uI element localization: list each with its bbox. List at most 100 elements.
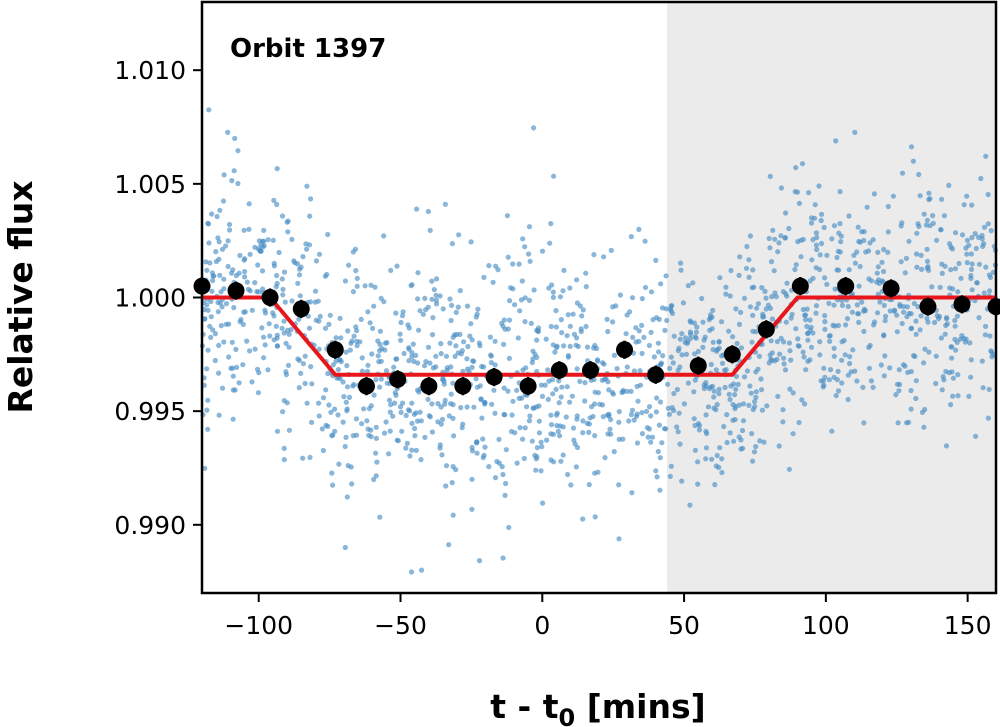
raw-data-point (774, 338, 781, 345)
raw-data-point (403, 445, 409, 451)
raw-data-point (587, 415, 593, 421)
binned-marker (261, 289, 279, 306)
raw-data-point (728, 267, 734, 274)
raw-data-point (724, 412, 730, 418)
raw-data-point (913, 395, 919, 402)
raw-data-point (565, 471, 571, 478)
raw-data-point (414, 206, 420, 212)
raw-data-point (388, 402, 394, 408)
raw-data-point (668, 303, 674, 309)
raw-data-point (216, 412, 222, 418)
raw-data-point (964, 193, 970, 199)
raw-data-point (205, 220, 211, 226)
raw-data-point (554, 423, 560, 429)
raw-data-point (805, 330, 811, 336)
raw-data-point (231, 168, 237, 174)
raw-data-point (409, 447, 415, 453)
raw-data-point (415, 418, 421, 424)
raw-data-point (469, 337, 475, 343)
raw-data-point (444, 367, 450, 373)
raw-data-point (343, 349, 349, 355)
raw-data-point (217, 300, 223, 306)
raw-data-point (950, 375, 957, 381)
raw-data-point (386, 397, 393, 403)
raw-data-point (282, 299, 288, 305)
raw-data-point (350, 383, 356, 389)
raw-data-point (488, 360, 494, 366)
raw-data-point (506, 317, 513, 323)
raw-data-point (489, 401, 495, 407)
raw-data-point (482, 401, 488, 407)
raw-data-point (262, 342, 268, 348)
y-tick-label: 1.010 (114, 56, 186, 85)
raw-data-point (296, 316, 302, 322)
raw-data-point (636, 226, 642, 232)
raw-data-point (465, 343, 471, 350)
raw-data-point (500, 471, 506, 478)
raw-data-point (868, 378, 875, 384)
raw-data-point (630, 334, 636, 340)
raw-data-point (419, 567, 425, 573)
raw-data-point (968, 251, 975, 257)
binned-data-point (227, 281, 245, 300)
raw-data-point (510, 398, 516, 404)
raw-data-point (471, 404, 477, 410)
raw-data-point (670, 360, 676, 366)
raw-data-point (876, 277, 882, 283)
raw-data-point (296, 385, 302, 391)
raw-data-point (711, 394, 717, 400)
raw-data-point (921, 360, 927, 366)
raw-data-point (443, 483, 449, 489)
raw-data-point (341, 394, 347, 400)
raw-data-point (814, 234, 820, 241)
raw-data-point (988, 228, 994, 234)
raw-data-point (708, 384, 714, 390)
raw-data-point (896, 388, 902, 394)
raw-data-point (207, 260, 213, 266)
raw-data-point (216, 239, 222, 245)
raw-data-point (511, 302, 518, 308)
raw-data-point (465, 366, 471, 372)
raw-data-point (215, 235, 221, 241)
raw-data-point (468, 321, 474, 327)
raw-data-point (564, 333, 570, 339)
raw-data-point (881, 373, 887, 379)
raw-data-point (236, 380, 242, 386)
raw-data-point (769, 294, 775, 300)
raw-data-point (822, 313, 828, 319)
raw-data-point (539, 248, 546, 254)
raw-data-point (685, 380, 692, 386)
raw-data-point (731, 438, 737, 444)
raw-data-point (425, 304, 431, 310)
raw-data-point (214, 213, 220, 220)
raw-data-point (551, 173, 557, 179)
raw-data-point (407, 453, 413, 459)
raw-data-point (577, 378, 583, 384)
raw-data-point (526, 224, 533, 230)
raw-data-point (942, 331, 948, 337)
raw-data-point (347, 347, 353, 353)
raw-data-point (487, 334, 493, 340)
raw-data-point (767, 173, 773, 179)
raw-data-point (861, 420, 867, 426)
raw-data-point (340, 379, 346, 385)
raw-data-point (580, 307, 586, 313)
raw-data-point (918, 313, 924, 319)
raw-data-point (722, 384, 728, 391)
binned-marker (326, 341, 344, 359)
raw-data-point (501, 385, 507, 391)
raw-data-point (627, 309, 633, 315)
raw-data-point (553, 386, 559, 392)
raw-data-point (696, 427, 703, 433)
raw-data-point (274, 166, 280, 172)
binned-data-point (485, 367, 503, 387)
raw-data-point (332, 406, 338, 412)
raw-data-point (757, 438, 763, 444)
raw-data-point (368, 403, 374, 409)
raw-data-point (365, 309, 371, 315)
raw-data-point (667, 473, 673, 479)
raw-data-point (616, 482, 622, 488)
binned-data-point (837, 277, 855, 296)
raw-data-point (410, 341, 416, 347)
raw-data-point (592, 470, 598, 476)
